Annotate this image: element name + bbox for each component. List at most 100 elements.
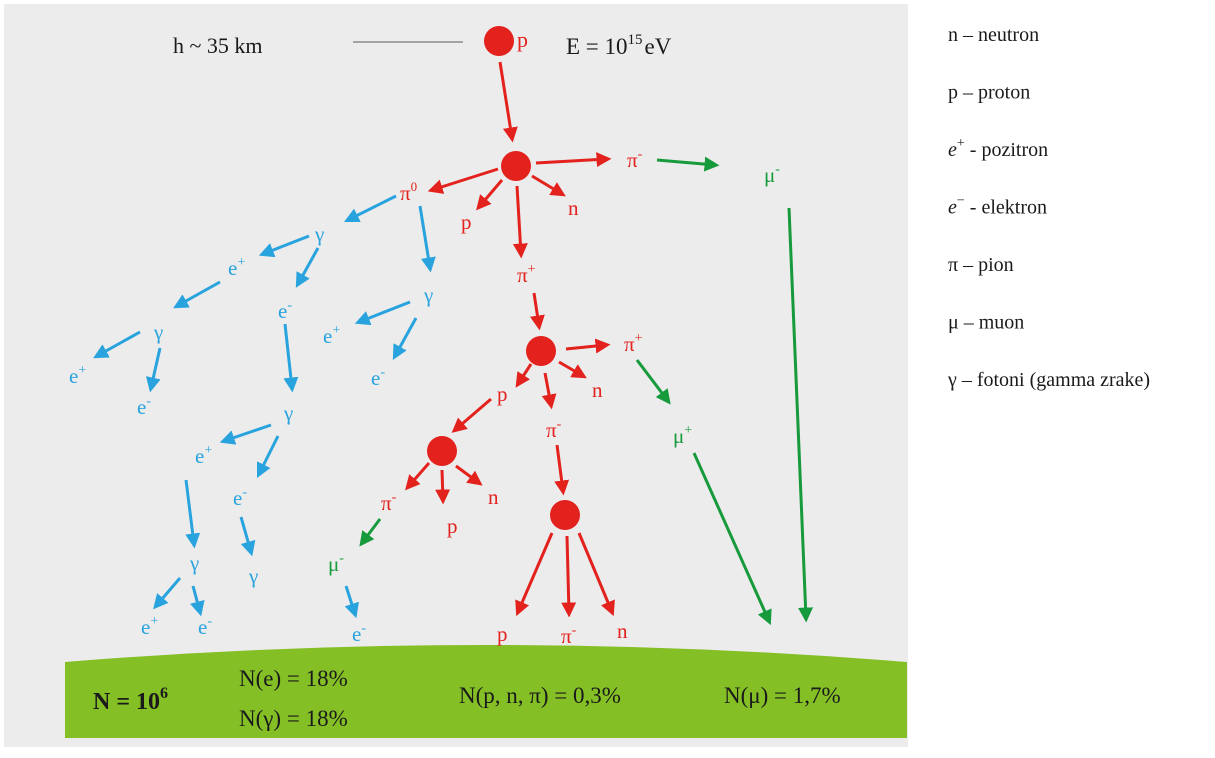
arrow-gamma-low-to-e-plus [153, 577, 182, 610]
arrow-p-to-collision [498, 61, 518, 143]
arrow-mu-minus-1-to-ground [787, 207, 814, 623]
arrow-to-pi-minus-4 [561, 535, 577, 618]
electron-fraction: N(e) = 18% [239, 666, 348, 691]
arrow-pi-plus-to-collision-2 [530, 292, 545, 331]
e-minus-label-2: e- [371, 365, 385, 390]
arrow-e-minus-to-gamma-low [239, 516, 256, 557]
legend-description: fotoni (gamma zrake) [977, 369, 1150, 391]
e-minus-label-3: e- [137, 394, 151, 419]
p-label-1: p [461, 210, 472, 234]
arrow-pi-minus-to-collision-4 [554, 444, 570, 496]
legend-description: neutron [978, 24, 1039, 46]
arrow-gamma-1-to-e-minus [295, 247, 320, 288]
arrow-to-pi-plus-2 [565, 338, 611, 354]
arrow-to-pi-zero [427, 167, 499, 194]
legend-symbol: p [948, 82, 958, 104]
hadron-fraction: N(p, n, π) = 0,3% [459, 683, 621, 708]
primary-proton-node [484, 26, 514, 56]
arrow-gamma-3-to-e-plus [219, 423, 272, 445]
arrow-mu-plus-to-ground [692, 452, 772, 626]
arrow-gamma-to-e-minus-left [145, 347, 162, 393]
arrow-gamma-2-to-e-minus [392, 317, 418, 360]
arrow-e-plus-to-gamma [173, 280, 221, 309]
primary-proton-label: p [517, 27, 528, 52]
photon-fraction: N(γ) = 18% [239, 706, 348, 731]
pi-minus-label-3: π- [381, 490, 397, 515]
arrow-pi-minus-to-mu-minus-2 [359, 518, 382, 547]
pi-zero-label: π0 [400, 179, 417, 205]
arrow-gamma-1-to-e-plus [258, 234, 310, 258]
e-plus-label-5: e+ [141, 614, 158, 639]
muon-fraction: N(μ) = 1,7% [724, 683, 841, 708]
energy-label: E = 1015eV [566, 32, 672, 59]
legend-separator: – [958, 82, 978, 104]
legend-description: pion [978, 254, 1014, 276]
e-minus-label-1: e- [278, 298, 292, 323]
arrow-to-n-3 [455, 464, 483, 486]
gamma-label-5: γ [189, 551, 199, 575]
arrow-mu-minus-to-e-minus [344, 585, 359, 619]
arrow-pi-plus-to-mu-plus [635, 359, 671, 405]
legend-separator: - [965, 139, 982, 161]
arrow-to-n-4 [577, 532, 615, 617]
arrow-pi-zero-to-gamma-1 [343, 194, 397, 223]
legend-symbol: π [948, 254, 958, 276]
arrow-to-p-2 [515, 363, 533, 388]
gamma-label-2: γ [423, 283, 433, 307]
third-collision-node [427, 436, 457, 466]
pi-minus-label-1: π- [627, 147, 643, 172]
legend-symbol: n [948, 24, 958, 46]
arrow-to-p-1 [476, 179, 504, 211]
legend-symbol-sup: − [957, 194, 965, 209]
diagram-background [4, 4, 908, 747]
e-plus-label-1: e+ [228, 255, 245, 280]
height-label: h ~ 35 km [173, 33, 263, 58]
e-minus-label-6: e- [352, 621, 366, 646]
n-label-1: n [568, 196, 579, 220]
arrow-gamma-2-to-e-plus [354, 300, 411, 326]
e-plus-label-2: e+ [323, 323, 340, 348]
arrow-to-pi-minus-1 [535, 152, 612, 168]
legend-description: proton [978, 82, 1030, 104]
legend-symbol: μ [948, 312, 959, 334]
arrow-e-plus-to-gamma-low [184, 479, 201, 549]
arrow-to-pi-plus-1 [512, 185, 528, 259]
pi-minus-label-4: π- [561, 623, 577, 648]
legend-description: pozitron [981, 139, 1048, 161]
legend-separator: – [958, 24, 978, 46]
e-plus-label-3: e+ [69, 363, 86, 388]
pi-minus-label-2: π- [546, 417, 562, 442]
legend-symbol: γ [947, 369, 957, 391]
gamma-label-1: γ [314, 222, 324, 246]
p-label-4: p [497, 622, 508, 646]
gamma-label-4: γ [283, 401, 293, 425]
legend-item: e+ - pozitron [948, 136, 1048, 161]
arrow-to-n-2 [558, 360, 587, 379]
legend-item: γ – fotoni (gamma zrake) [947, 369, 1150, 391]
legend-symbol: e [948, 197, 957, 219]
pi-plus-label-1: π+ [517, 262, 536, 287]
legend-separator: – [958, 254, 978, 276]
mu-plus-label: μ+ [673, 423, 692, 448]
total-particles-label: N = 106 [93, 685, 168, 715]
e-minus-label-5: e- [198, 614, 212, 639]
gamma-label-3: γ [153, 320, 163, 344]
legend-symbol-sup: + [957, 136, 965, 151]
arrow-gamma-to-e-plus-left [93, 330, 141, 359]
energy-prefix: E = 10 [566, 34, 628, 59]
energy-exponent: 15 [628, 32, 643, 48]
n-label-2: n [592, 378, 603, 402]
e-plus-label-4: e+ [195, 443, 212, 468]
legend-item: π – pion [948, 254, 1014, 276]
legend-item: n – neutron [948, 24, 1039, 46]
arrow-to-p-3 [435, 469, 451, 505]
legend-item: μ – muon [948, 312, 1024, 334]
arrow-gamma-low-to-e-minus [190, 585, 205, 617]
fourth-collision-node [550, 500, 580, 530]
pi-plus-label-2: π+ [624, 331, 643, 356]
arrow-pi-zero-to-gamma-2 [418, 205, 436, 273]
arrow-to-p-4 [515, 532, 554, 617]
legend-item: p – proton [948, 82, 1030, 104]
